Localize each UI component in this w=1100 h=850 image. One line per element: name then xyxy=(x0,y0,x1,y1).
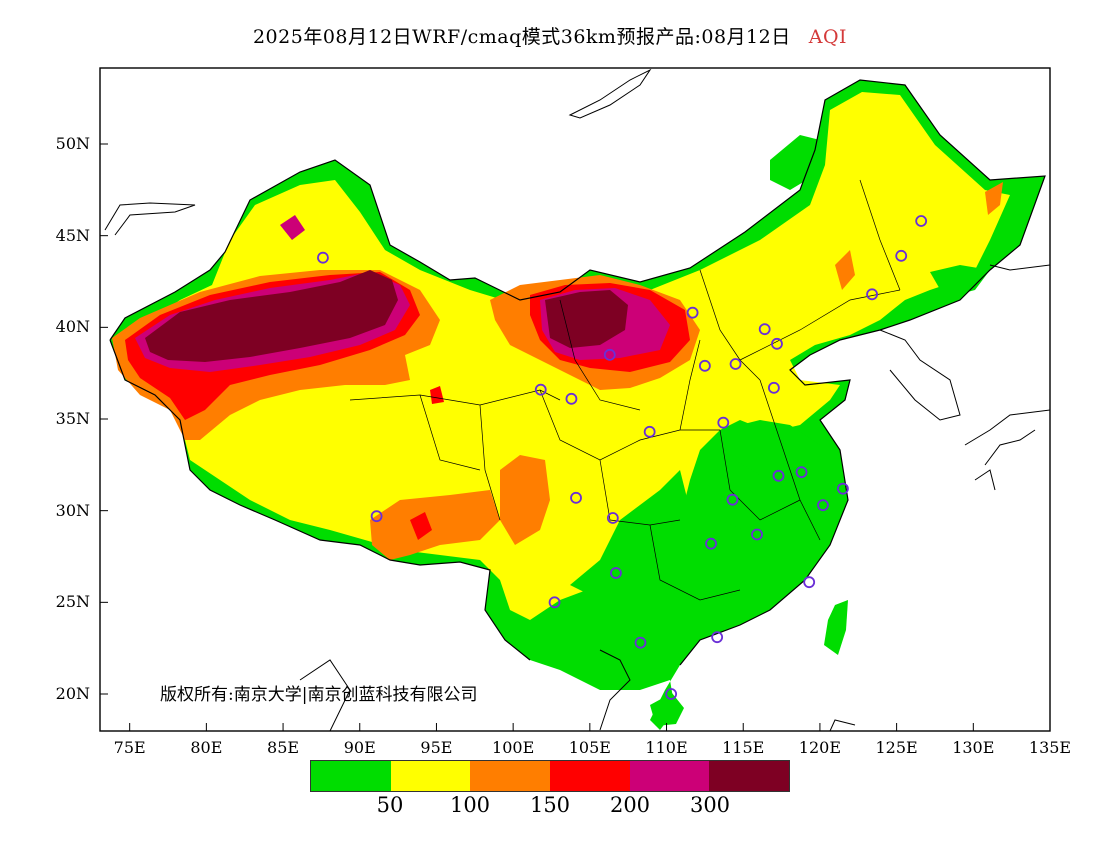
station-marker xyxy=(771,337,783,350)
hainan-island xyxy=(650,693,684,726)
lat-tick-label: 45N xyxy=(55,225,90,245)
legend-swatch xyxy=(629,761,710,791)
station-marker xyxy=(534,383,547,396)
station-marker xyxy=(795,466,808,479)
station-marker xyxy=(610,567,622,579)
region-aqi-unhealthy-dot xyxy=(430,386,444,404)
lon-tick-label: 85E xyxy=(267,738,300,757)
lon-tick-label: 135E xyxy=(1028,738,1072,757)
map-body xyxy=(104,68,1050,731)
lon-tick-label: 105E xyxy=(568,738,611,757)
lon-tick-label: 120E xyxy=(798,738,842,757)
color-legend xyxy=(310,760,790,792)
legend-swatch xyxy=(709,761,790,791)
station-marker xyxy=(665,688,678,700)
map-title: 2025年08月12日WRF/cmaq模式36km预报产品:08月12日 AQI xyxy=(0,22,1100,49)
legend-swatch xyxy=(390,761,471,791)
lat-tick-label: 35N xyxy=(55,409,90,428)
legend-label: 50 xyxy=(376,793,404,817)
china-border xyxy=(109,79,1046,666)
lat-tick-label: 40N xyxy=(55,317,90,337)
station-marker xyxy=(603,348,616,361)
station-marker xyxy=(895,249,908,262)
neighbor-coastlines xyxy=(104,68,1050,731)
green-patch-northeast2 xyxy=(930,265,990,298)
station-marker xyxy=(565,392,578,405)
station-marker xyxy=(758,323,771,336)
station-markers xyxy=(317,215,928,700)
station-marker xyxy=(634,636,647,649)
lon-tick-label: 125E xyxy=(875,738,918,757)
legend-label: 300 xyxy=(689,793,731,817)
green-patch-east xyxy=(720,420,820,480)
station-marker xyxy=(866,288,878,301)
station-marker xyxy=(698,359,711,372)
lon-tick-label: 90E xyxy=(343,738,376,757)
legend-swatch xyxy=(470,761,551,791)
legend-swatch xyxy=(311,761,391,791)
lat-tick-label: 20N xyxy=(55,684,90,703)
map-frame xyxy=(99,67,1051,732)
title-main: 2025年08月12日WRF/cmaq模式36km预报产品:08月12日 xyxy=(252,26,791,48)
station-marker xyxy=(570,491,582,504)
lon-tick-label: 100E xyxy=(492,738,535,757)
lon-tick-label: 115E xyxy=(722,738,765,757)
china-border-west xyxy=(109,339,531,661)
region-aqi-sensitive-north xyxy=(835,250,855,290)
station-marker xyxy=(711,631,724,644)
lat-tick-label: 50N xyxy=(55,134,90,153)
copyright-text: 版权所有:南京大学|南京创蓝科技有限公司 xyxy=(160,685,478,705)
taiwan-island xyxy=(824,600,848,655)
station-marker xyxy=(317,251,329,264)
region-aqi-very-unhealthy-north xyxy=(280,215,305,240)
station-marker xyxy=(768,381,780,394)
lat-tick-label: 25N xyxy=(55,592,90,612)
region-aqi-sensitive-sichuan xyxy=(500,455,550,545)
lat-tick-label: 30N xyxy=(55,500,90,520)
legend-label: 150 xyxy=(529,793,571,817)
legend-swatch xyxy=(550,761,630,791)
station-marker xyxy=(370,510,383,523)
title-variable: AQI xyxy=(808,26,848,48)
station-marker xyxy=(837,482,849,495)
station-marker xyxy=(817,499,829,512)
green-patch-south xyxy=(570,470,690,600)
lon-tick-label: 110E xyxy=(645,738,688,757)
station-marker xyxy=(643,425,656,438)
station-marker xyxy=(915,215,928,227)
station-marker xyxy=(729,358,742,370)
green-patch-northeast xyxy=(770,135,820,190)
station-marker xyxy=(686,306,699,319)
region-aqi-hazardous xyxy=(145,270,398,362)
region-aqi-sensitive-ne xyxy=(985,182,1003,215)
lon-tick-label: 95E xyxy=(420,738,453,757)
region-aqi-hazardous-center xyxy=(545,290,628,348)
station-marker xyxy=(803,576,816,589)
station-marker xyxy=(772,469,785,482)
axis-ticks xyxy=(100,143,1051,731)
station-marker xyxy=(606,512,619,524)
station-marker xyxy=(751,528,763,541)
legend-label: 200 xyxy=(609,793,651,817)
station-marker xyxy=(705,537,717,550)
lon-tick-label: 75E xyxy=(113,738,146,757)
region-aqi-sensitive-tibet xyxy=(370,490,500,560)
region-aqi-unhealthy-tibet xyxy=(410,512,432,540)
province-boundaries xyxy=(349,179,901,601)
station-marker xyxy=(726,493,739,506)
station-marker xyxy=(548,596,561,609)
lon-tick-label: 130E xyxy=(952,738,995,757)
lon-tick-label: 80E xyxy=(190,738,223,757)
station-marker xyxy=(717,416,730,429)
legend-label: 100 xyxy=(449,793,491,817)
